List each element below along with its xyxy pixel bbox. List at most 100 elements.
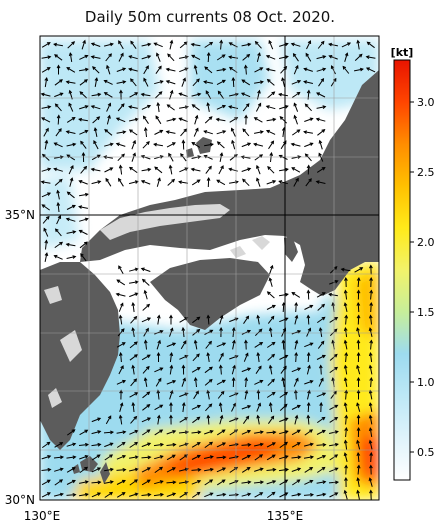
current-arrow [165,67,176,72]
current-arrow [118,177,124,187]
current-arrow [153,42,163,48]
current-arrow [268,327,273,337]
current-arrow [265,105,276,110]
current-arrow [116,279,126,286]
current-arrow [291,80,302,85]
current-arrow [41,204,50,211]
current-arrow [369,464,373,475]
current-arrow [316,105,327,109]
current-arrow [303,67,313,72]
current-arrow [79,492,89,497]
current-arrow [204,479,214,486]
map-area [40,36,379,500]
current-arrow [92,116,101,124]
current-arrow [79,429,89,436]
current-arrow [156,177,161,187]
current-arrow [131,327,135,337]
current-arrow [368,364,373,375]
current-arrow [166,117,177,122]
current-arrow [130,40,137,49]
current-arrow [318,77,325,87]
current-arrow [154,330,164,335]
current-arrow [241,167,252,172]
current-arrow [104,491,114,498]
current-arrow [291,404,301,410]
current-arrow [304,103,312,112]
current-arrow [105,53,112,62]
current-arrow [179,392,189,398]
current-arrow [143,126,148,138]
current-arrow [218,364,223,375]
current-arrow [291,429,301,436]
current-arrow [191,430,202,435]
current-arrow [54,442,64,448]
current-arrow [90,167,101,172]
current-arrow [56,114,61,125]
current-arrow [281,376,285,388]
current-arrow [194,114,199,125]
current-arrow [228,167,238,172]
current-arrow [256,414,260,425]
current-arrow [65,130,76,134]
current-arrow [104,167,114,173]
current-arrow [104,467,114,472]
current-arrow [54,178,63,186]
current-arrow [143,65,149,75]
current-arrow [292,479,301,486]
current-arrow [203,80,214,84]
current-arrow [328,430,339,434]
current-arrow [165,80,176,85]
current-arrow [344,476,348,488]
current-arrow [216,479,226,486]
current-arrow [142,365,150,374]
current-arrow [116,130,127,134]
current-arrow [56,201,61,213]
current-arrow [255,102,262,112]
current-arrow [154,429,164,436]
current-arrow [317,340,325,349]
current-arrow [103,42,114,47]
current-arrow [218,165,224,175]
current-arrow [365,67,376,73]
current-arrow [69,177,74,187]
current-arrow [155,65,162,74]
current-arrow [293,389,298,400]
current-arrow [79,192,89,197]
current-arrow [41,167,52,172]
current-arrow [156,101,161,113]
current-arrow [216,130,227,135]
current-arrow [291,330,302,335]
current-arrow [78,480,89,484]
current-arrow [266,480,277,485]
current-arrow [155,115,162,125]
current-arrow [66,255,77,259]
current-arrow [254,40,262,49]
current-arrow [279,167,289,172]
current-arrow [81,39,86,50]
current-arrow [190,167,201,172]
current-arrow [278,55,289,59]
current-arrow [204,66,213,74]
current-arrow [154,91,163,99]
current-arrow [253,130,264,134]
current-arrow [368,414,373,425]
current-arrow [68,52,73,62]
current-arrow [116,379,127,385]
current-arrow [304,380,314,385]
current-arrow [256,402,262,412]
current-arrow [306,414,311,425]
current-arrow [356,289,361,300]
current-arrow [330,65,336,75]
current-arrow [290,42,301,47]
current-arrow [143,77,149,87]
current-arrow [79,129,89,135]
current-arrow [278,467,290,472]
map-frame [39,35,380,501]
current-arrow [317,40,325,49]
colorbar: [kt] 3.0 2.5 2.0 1.5 1.0 0.5 [391,46,435,481]
current-arrow [104,142,114,147]
current-arrow [369,289,374,300]
current-arrow [242,103,250,112]
current-arrow [169,314,173,325]
current-arrow [66,230,77,234]
